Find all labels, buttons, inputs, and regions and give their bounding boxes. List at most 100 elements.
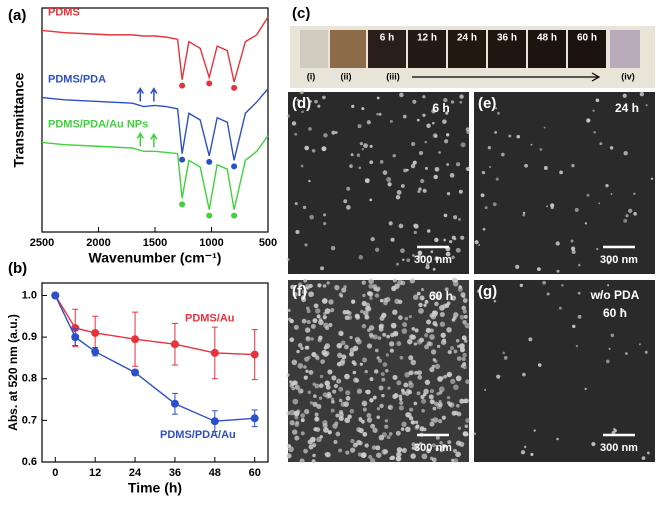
sem-particle	[377, 358, 383, 363]
sem-particle	[436, 403, 442, 410]
sem-particle	[386, 435, 391, 440]
sem-particle	[379, 403, 384, 409]
sem-particle	[639, 91, 645, 97]
sem-particle	[424, 379, 431, 385]
sem-particle	[386, 334, 390, 339]
sem-particle	[314, 416, 320, 422]
y-tick-label: 0.7	[22, 414, 37, 426]
sem-particle	[361, 400, 368, 407]
sem-particle	[429, 334, 435, 340]
sem-particle	[308, 291, 314, 298]
peak-dot	[179, 201, 186, 208]
sem-particle	[331, 130, 336, 135]
sem-particle	[432, 291, 436, 296]
sem-particle	[400, 184, 405, 188]
sem-particle	[605, 359, 610, 364]
sem-particle	[322, 315, 327, 320]
sem-particle	[444, 139, 449, 144]
sem-particle	[368, 325, 375, 331]
sem-particle	[430, 250, 434, 254]
sem-particle	[327, 430, 332, 435]
sem-particle	[473, 432, 477, 436]
sem-particle	[302, 205, 307, 210]
sem-particle	[402, 258, 405, 262]
sem-particle	[350, 153, 354, 157]
sem-particle	[332, 389, 337, 394]
sem-particle	[323, 427, 329, 433]
x-tick-label: 24	[129, 467, 142, 479]
series-line	[41, 135, 269, 210]
sem-particle	[522, 213, 526, 217]
data-point	[170, 399, 179, 408]
sem-particle	[633, 212, 637, 216]
sem-particle	[312, 453, 316, 458]
sem-particle	[389, 119, 393, 123]
sem-particle	[361, 107, 365, 111]
sem-particle	[349, 408, 355, 414]
sem-particle	[341, 287, 347, 293]
peak-dot	[206, 212, 213, 219]
data-point	[131, 335, 140, 344]
sample-label: (iii)	[386, 71, 400, 81]
sem-particle	[370, 236, 375, 242]
sem-particle	[410, 359, 417, 366]
sem-particle	[449, 173, 455, 178]
sem-particle	[328, 322, 333, 328]
sem-particle	[382, 332, 387, 337]
sem-particle	[320, 359, 325, 364]
sem-particle	[410, 453, 416, 459]
data-point	[250, 414, 259, 423]
sem-particle	[291, 359, 298, 366]
sem-particle	[358, 255, 364, 260]
sem-particle	[349, 164, 353, 168]
sem-particle	[411, 446, 415, 450]
sem-particle	[528, 337, 533, 342]
sem-particle	[607, 284, 610, 287]
sem-particle	[550, 203, 555, 208]
sem-particle	[361, 280, 366, 285]
sem-particle	[641, 456, 646, 460]
peak-dot	[179, 156, 186, 163]
sem-particle	[316, 314, 321, 319]
sem-particle	[598, 202, 601, 205]
sem-particle	[350, 438, 355, 444]
sem-particle	[501, 152, 505, 157]
peak-dot	[231, 163, 238, 170]
sem-particle	[391, 285, 397, 292]
sem-particle	[388, 221, 393, 226]
sem-particle	[307, 355, 311, 360]
sem-particle	[408, 370, 413, 376]
sample	[408, 30, 446, 68]
sem-particle	[310, 323, 316, 329]
sem-particle	[411, 442, 416, 447]
sem-particle	[546, 205, 549, 208]
panel-label: (d)	[292, 95, 311, 112]
sem-particle	[650, 177, 654, 181]
sem-particle	[439, 441, 443, 445]
sem-particle	[322, 420, 328, 426]
sample	[528, 30, 566, 68]
sem-particle	[368, 454, 373, 460]
sem-particle	[295, 229, 300, 235]
sem-particle	[574, 207, 579, 212]
sem-particle	[577, 314, 582, 319]
sem-particle	[390, 332, 395, 338]
sem-particle	[625, 214, 629, 218]
sem-particle	[290, 284, 295, 290]
sem-particle	[286, 453, 292, 459]
sem-particle	[346, 186, 351, 191]
sem-particle	[434, 323, 438, 327]
plot-frame	[41, 282, 269, 463]
sem-particle	[418, 302, 423, 308]
sample-label: (iv)	[621, 71, 635, 81]
sem-particle	[292, 398, 299, 405]
sem-particle	[380, 372, 385, 377]
sem-particle	[296, 409, 301, 414]
sem-particle	[445, 133, 450, 137]
sem-particle	[421, 408, 426, 413]
sem-particle	[366, 412, 372, 418]
sem-particle	[340, 340, 346, 346]
sem-particle	[289, 318, 294, 324]
sem-particle	[409, 407, 414, 412]
sem-particle	[402, 114, 407, 119]
